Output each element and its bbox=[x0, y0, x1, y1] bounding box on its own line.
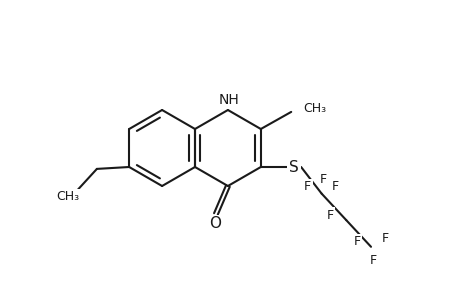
Text: F: F bbox=[319, 173, 326, 186]
Text: F: F bbox=[381, 232, 388, 245]
Text: F: F bbox=[303, 180, 310, 193]
Text: O: O bbox=[208, 217, 220, 232]
Text: F: F bbox=[331, 180, 338, 193]
Text: CH₃: CH₃ bbox=[56, 190, 79, 203]
Text: S: S bbox=[289, 160, 298, 175]
Text: NH: NH bbox=[218, 93, 239, 107]
Text: F: F bbox=[369, 254, 376, 267]
Text: F: F bbox=[326, 209, 333, 222]
Text: CH₃: CH₃ bbox=[302, 102, 325, 116]
Text: F: F bbox=[353, 235, 360, 248]
